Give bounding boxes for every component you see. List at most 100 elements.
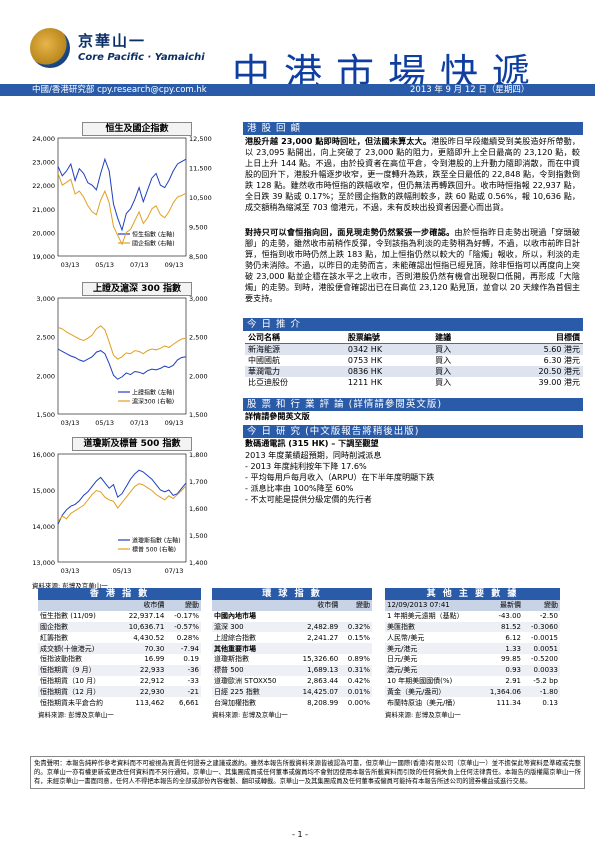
latest-value: 99.85 (500, 655, 522, 664)
table-row: 上證綜合指數 2,241.27 0.15% (212, 632, 372, 643)
table-row: 紅籌指數 4,430.52 0.28% (38, 632, 201, 643)
close-value: 2,241.27 (307, 633, 339, 642)
y-left-tick-label: 3,000 (36, 295, 55, 303)
table-row: 道瓊歐洲 STOXX50 2,863.44 0.42% (212, 676, 372, 687)
y-left-tick-label: 23,000 (32, 159, 55, 167)
market-review-body-1: 港股昨日早段繼續受到美股造好所帶動，以 23,095 點開出，向上突破了 23,… (245, 136, 580, 212)
x-tick-label: 09/13 (165, 419, 184, 427)
world-indices-heading: 環 球 指 數 (212, 588, 372, 600)
close-value: 4,430.52 (133, 633, 165, 642)
target-price: 5.60 港元 (479, 343, 583, 355)
close-value: 22,937.14 (128, 612, 165, 621)
latest-value: 111.34 (496, 698, 522, 707)
sector-review-text: 詳情請參閱英文版 (245, 411, 310, 421)
index-name: 滬深 300 (212, 621, 293, 633)
latest-value: 2.91 (505, 676, 522, 685)
table-row: 恒指期貨（9 月） 22,933 -36 (38, 664, 201, 676)
hsi-hscei-chart: 24,000 23,000 22,000 21,000 20,000 19,000 12,5… (32, 135, 212, 269)
table-row: 日經 225 指數 14,425.07 0.01% (212, 686, 372, 698)
close-value: 16.99 (144, 655, 165, 664)
legend-label: 滬深300 (右軸) (132, 398, 174, 406)
y-right-tick-label: 12,500 (189, 135, 212, 143)
other-data-panel: 其 他 主 要 數 據 12/09/2013 07:41 最新價 變動 1 年期美元… (385, 588, 560, 719)
index-name: 日經 225 指數 (212, 686, 293, 698)
close-value: 2,482.89 (292, 621, 341, 633)
col-code: 股票編號 (344, 332, 433, 344)
legend-label: 恒生指數 (左軸) (132, 231, 175, 239)
change-value: 0.28% (176, 633, 199, 642)
index-name: 恒指期貨未平倉合約 (40, 698, 103, 707)
x-tick-label: 03/13 (61, 567, 80, 575)
x-tick-label: 05/13 (95, 419, 114, 427)
stock-code: 0836 HK (344, 366, 433, 377)
report-date: 2013 年 9 月 12 日（星期四） (410, 85, 530, 95)
market-review-heading: 港 股 回 顧 (243, 122, 583, 135)
x-tick-label: 05/13 (113, 567, 132, 575)
y-right-tick-label: 1,700 (189, 478, 208, 486)
other-header-row: 12/09/2013 07:41 最新價 變動 (385, 600, 560, 611)
header-bar (0, 84, 595, 96)
other-table-source: 資料來源: 彭博及京華山一 (385, 710, 461, 719)
table-row: 恒指波動指數 16.99 0.19 (38, 654, 201, 665)
charts-source: 資料來源: 彭博及京華山一 (32, 582, 108, 590)
rating: 買入 (435, 378, 452, 387)
change-value: -5.2 bp (533, 676, 558, 685)
world-header-row: 收市價 變動 (212, 600, 372, 611)
close-value: 70.30 (118, 643, 167, 654)
table-row: 比亞迪股份 1211 HK 買入 39.00 港元 (245, 377, 583, 388)
series-line-1 (57, 173, 187, 246)
world-table-source: 資料來源: 彭博及京華山一 (212, 710, 288, 719)
logo-chinese-name: 京華山一 (78, 32, 147, 50)
col-change: 變動 (166, 600, 201, 611)
item-name: 1 年期美元遠期（基點） (387, 612, 464, 621)
sector-review-heading: 股 票 和 行 業 評 論 (詳情請參閱英文版) (243, 398, 583, 411)
stock-code: 0753 HK (347, 356, 383, 365)
table-row: 標普 500 1,689.13 0.31% (212, 664, 372, 676)
col-change: 變動 (340, 600, 372, 611)
world-indices-table: 收市價 變動 中國內地市場 滬深 300 2,482.89 0.32% 上證綜合指數 2… (212, 600, 372, 708)
table-row: 恒指期貨（12 月） 22,930 -21 (38, 686, 201, 698)
change-value: 0.15% (347, 633, 370, 642)
research-line: - 派息比率由 100%降至 60% (245, 483, 354, 493)
section-row: 中國內地市場 (212, 611, 372, 622)
index-name: 道瓊歐洲 STOXX50 (214, 676, 277, 685)
latest-value: 1.33 (481, 643, 524, 654)
table-row: 新海能源 0342 HK 買入 5.60 港元 (245, 343, 583, 355)
y-right-tick-label: 1,800 (189, 451, 208, 459)
hk-header-row: 收市價 變動 (38, 600, 201, 611)
x-tick-label: 03/13 (61, 419, 80, 427)
y-left-tick-label: 24,000 (32, 135, 55, 143)
y-right-tick-label: 1,500 (189, 411, 208, 419)
hk-table-source: 資料來源: 彭博及京華山一 (38, 710, 114, 719)
col-close: 收市價 (118, 600, 167, 611)
market-review-body-2: 由於恒指昨日走勢出現過「穿頭破腳」的走勢，雖然收市前稍作反彈，令到該指為利淡的走… (245, 227, 580, 303)
close-value: 8,208.99 (307, 698, 339, 707)
company-name: 中國國航 (248, 356, 280, 365)
recommendations-header-row: 公司名稱 股票編號 建議 目標價 (245, 332, 583, 344)
y-right-tick-label: 1,400 (189, 559, 208, 567)
chart-title-dow: 道瓊斯及標普 500 指數 (72, 437, 192, 451)
legend-label: 國企指數 (右軸) (132, 240, 175, 248)
target-price: 39.00 港元 (538, 378, 580, 387)
rating: 買入 (435, 356, 452, 365)
company-name: 華潤電力 (245, 366, 345, 377)
index-name: 恒指期貨（10 月） (40, 676, 101, 685)
x-tick-label: 07/13 (130, 419, 149, 427)
recommendations-table: 公司名稱 股票編號 建議 目標價 新海能源 0342 HK 買入 5.60 港元 中國… (245, 332, 583, 388)
hk-indices-heading: 香 港 指 數 (38, 588, 201, 600)
change-value: -2.50 (539, 612, 558, 621)
chart-title-shanghai: 上證及滬深 300 指數 (82, 282, 192, 296)
x-tick-label: 07/13 (165, 567, 184, 575)
x-tick-label: 09/13 (165, 261, 184, 269)
latest-value: 6.12 (505, 633, 522, 642)
shanghai-csi300-chart: 3,000 2,500 2,000 1,500 3,000 2,500 2,000 1,500… (36, 295, 208, 427)
close-value: 10,636.71 (118, 621, 167, 633)
other-data-table: 12/09/2013 07:41 最新價 變動 1 年期美元遠期（基點） -43.00… (385, 600, 560, 708)
y-right-tick-label: 1,500 (189, 532, 208, 540)
item-name: 美元/港元 (385, 643, 482, 654)
col-latest: 最新價 (481, 600, 524, 611)
company-logo-icon (30, 28, 70, 68)
index-name: 紅籌指數 (40, 633, 68, 642)
research-company: 數碼通電訊 (315 HK) – 下調至觀望 (245, 438, 379, 448)
dow-sp500-chart: 16,000 15,000 14,000 13,000 1,800 1,700 1,600 1… (32, 451, 208, 575)
